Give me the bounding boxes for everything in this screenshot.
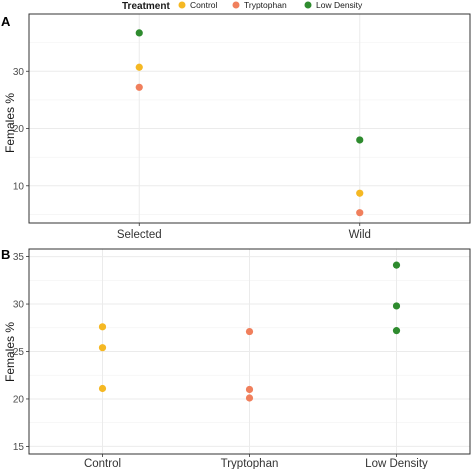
panel-a-point-control [135, 63, 143, 71]
panel-a-border [28, 13, 471, 224]
panel-a-y-tick-label: 20 [13, 124, 25, 135]
panel-a-point-tryptophan [135, 83, 143, 91]
panel-b-point-low-density [392, 261, 401, 269]
panel-b-tag: B [1, 247, 10, 262]
panel-b-y-tick-label: 35 [13, 252, 25, 263]
panel-b-point-low-density [392, 302, 401, 310]
panel-b-point-tryptophan [245, 327, 254, 336]
panel-a-point-tryptophan [356, 209, 364, 217]
panel-b-point-control [98, 384, 107, 393]
panel-a-x-tick-label-selected: Selected [117, 229, 162, 241]
panel-b-y-tick-label: 20 [13, 394, 25, 405]
panel-b-point-tryptophan [245, 394, 254, 402]
legend-item-control: Control [178, 0, 218, 10]
panel-a-plot: 10 20 30 Selected Wild [13, 13, 471, 241]
panel-b-point-tryptophan [245, 385, 254, 394]
panel-b-point-control [98, 344, 107, 352]
panel-b-y-tick-label: 15 [13, 442, 25, 453]
panel-a-frame [28, 13, 471, 224]
panel-a-x-tick-label-wild: Wild [349, 229, 371, 241]
panel-a-point-low-density [135, 29, 143, 37]
panel-b-border [28, 248, 471, 455]
panel-b-y-tick-label: 30 [13, 300, 25, 311]
legend: Treatment Control Tryptophan Low Density [122, 0, 363, 12]
panel-a-y-tick-label: 30 [13, 67, 25, 78]
panel-b-x-tick-label-low-density: Low Density [365, 458, 428, 469]
panel-b-x-tick-label-control: Control [84, 458, 121, 469]
legend-item-tryptophan: Tryptophan [232, 0, 287, 10]
panel-b-y-tick-label: 25 [13, 347, 25, 358]
legend-label-low-density: Low Density [316, 0, 363, 10]
legend-label-control: Control [190, 0, 218, 10]
legend-swatch-tryptophan [232, 1, 240, 9]
panel-a-y-tick-label: 10 [13, 181, 25, 192]
panel-a-point-control [356, 189, 364, 197]
panel-b-point-control [98, 323, 107, 331]
legend-swatch-low-density [304, 1, 312, 9]
panel-b-x-tick-label-tryptophan: Tryptophan [221, 458, 279, 469]
legend-swatch-control [178, 1, 186, 9]
panel-b-point-low-density [392, 327, 401, 335]
legend-item-low-density: Low Density [304, 0, 363, 10]
panel-b-plot: 15 20 25 30 35 Control Tryptophan Low Density [13, 248, 471, 469]
panel-b-y-axis-title: Females % [3, 322, 17, 382]
panel-a-tag: A [1, 14, 11, 29]
panel-a-y-axis-title: Females % [3, 93, 17, 153]
panel-a-point-low-density [356, 136, 364, 144]
legend-title: Treatment [122, 1, 170, 12]
legend-label-tryptophan: Tryptophan [244, 0, 287, 10]
